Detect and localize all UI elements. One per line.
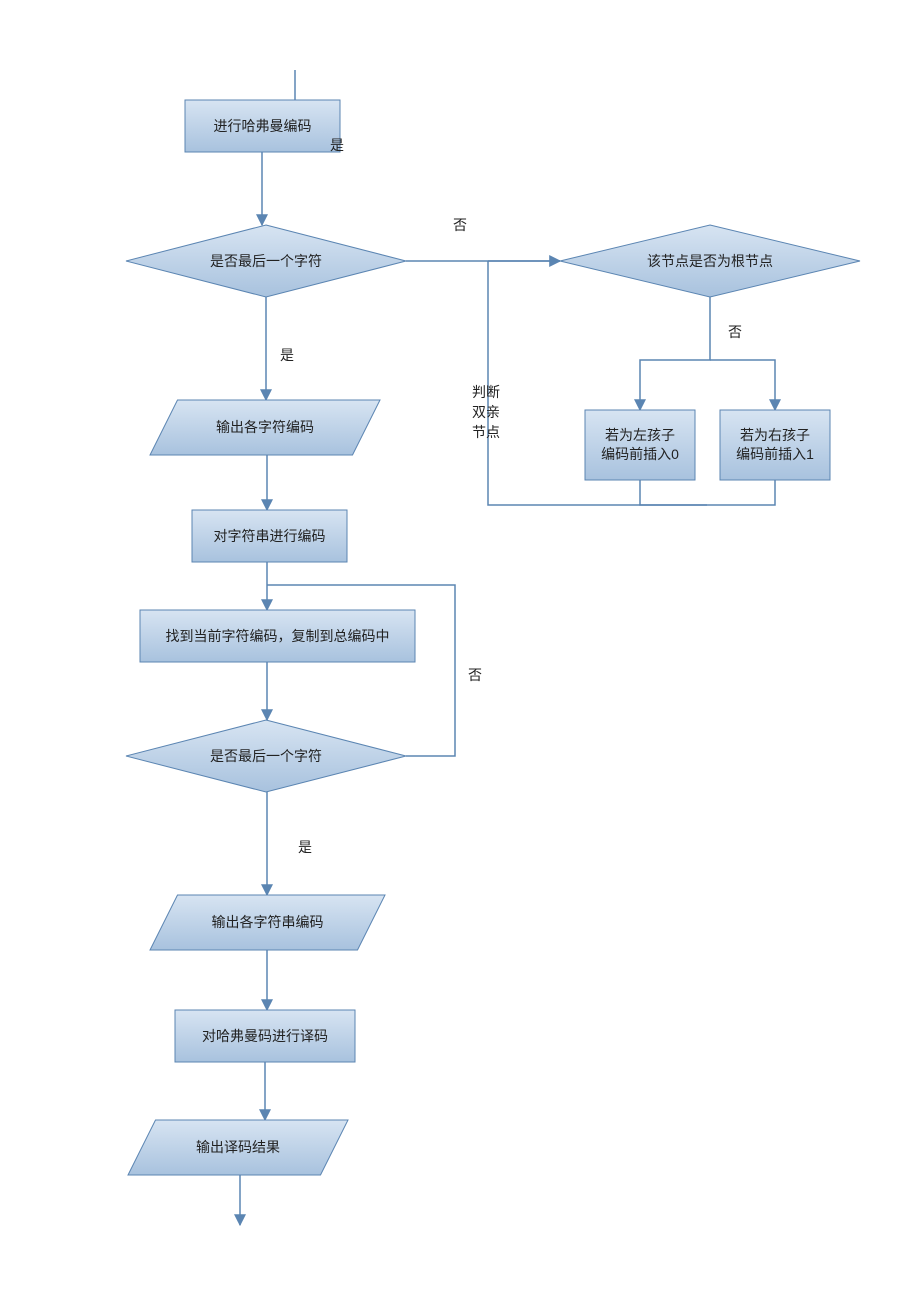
node-para	[150, 400, 380, 455]
connector	[710, 360, 775, 410]
node-rect	[185, 100, 340, 152]
flowchart-canvas: 进行哈弗曼编码是否最后一个字符该节点是否为根节点若为左孩子编码前插入0若为右孩子…	[0, 0, 920, 1301]
node-rect	[585, 410, 695, 480]
node-para	[128, 1120, 348, 1175]
node-rect	[720, 410, 830, 480]
node-diamond	[126, 720, 406, 792]
connector	[640, 297, 710, 410]
node-rect	[175, 1010, 355, 1062]
node-rect	[192, 510, 347, 562]
flowchart-svg	[0, 0, 920, 1301]
node-rect	[140, 610, 415, 662]
node-diamond	[560, 225, 860, 297]
node-para	[150, 895, 385, 950]
node-diamond	[126, 225, 406, 297]
connector	[640, 480, 775, 505]
